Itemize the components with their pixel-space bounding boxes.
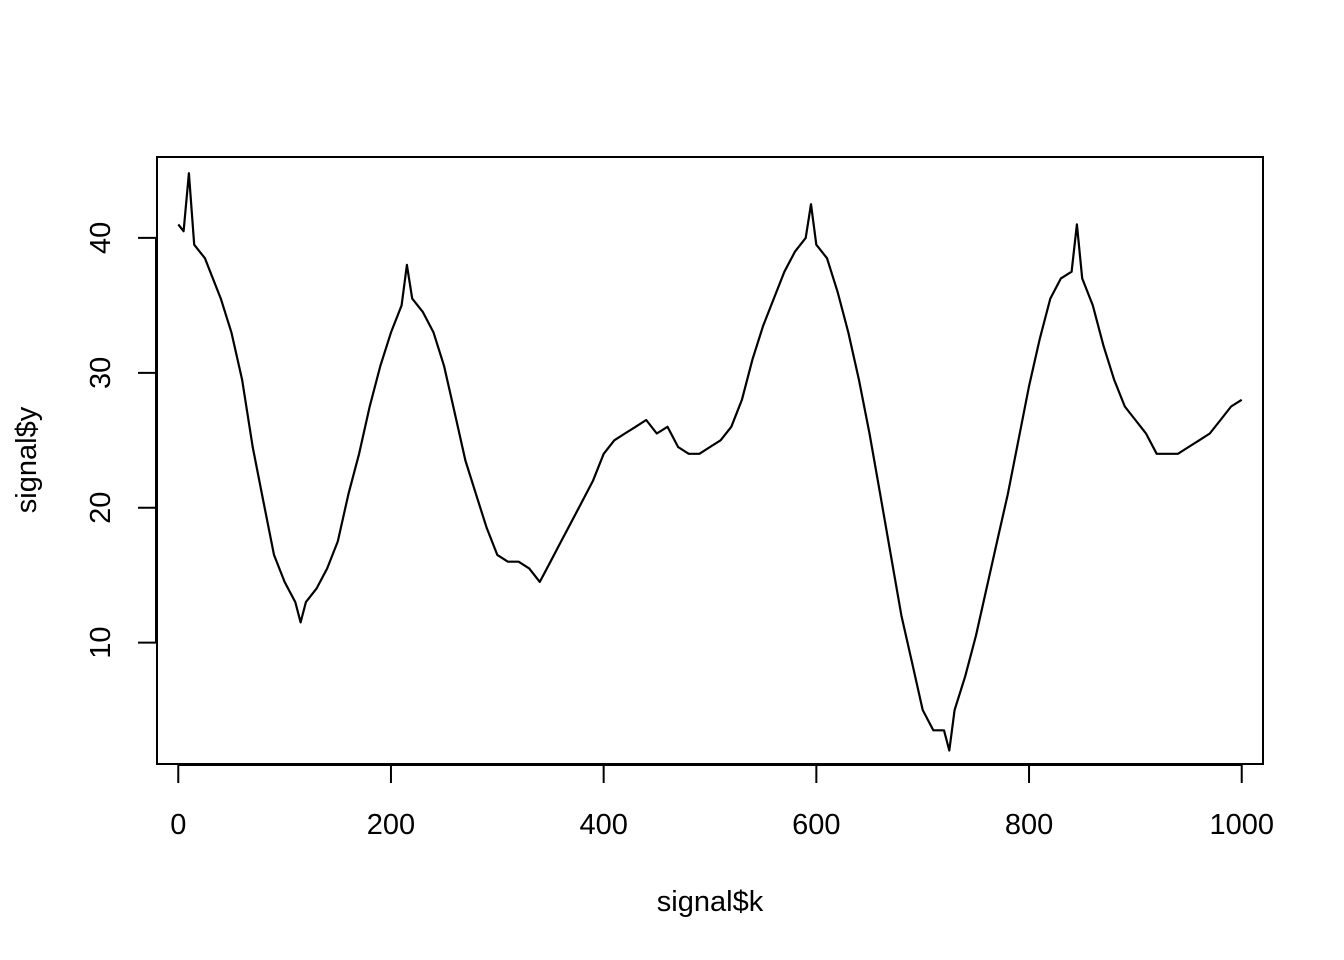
y-axis-title: signal$y	[11, 406, 43, 513]
y-axis: 10 20 30 40	[85, 222, 157, 659]
x-tick-label: 0	[170, 809, 186, 841]
y-tick-label: 30	[85, 357, 117, 389]
x-tick-label: 600	[792, 809, 840, 841]
x-tick-label: 800	[1005, 809, 1053, 841]
y-tick-label: 40	[85, 222, 117, 254]
y-tick-label: 20	[85, 492, 117, 524]
x-tick-label: 200	[367, 809, 415, 841]
plot-area-box	[156, 156, 1264, 765]
x-axis: 0 200 400 600 800 1000	[170, 764, 1274, 841]
y-tick-label: 10	[85, 626, 117, 658]
signal-series-line	[177, 172, 1243, 752]
x-tick-label: 1000	[1209, 809, 1274, 841]
x-tick-label: 400	[579, 809, 627, 841]
x-axis-title: signal$k	[657, 886, 764, 918]
